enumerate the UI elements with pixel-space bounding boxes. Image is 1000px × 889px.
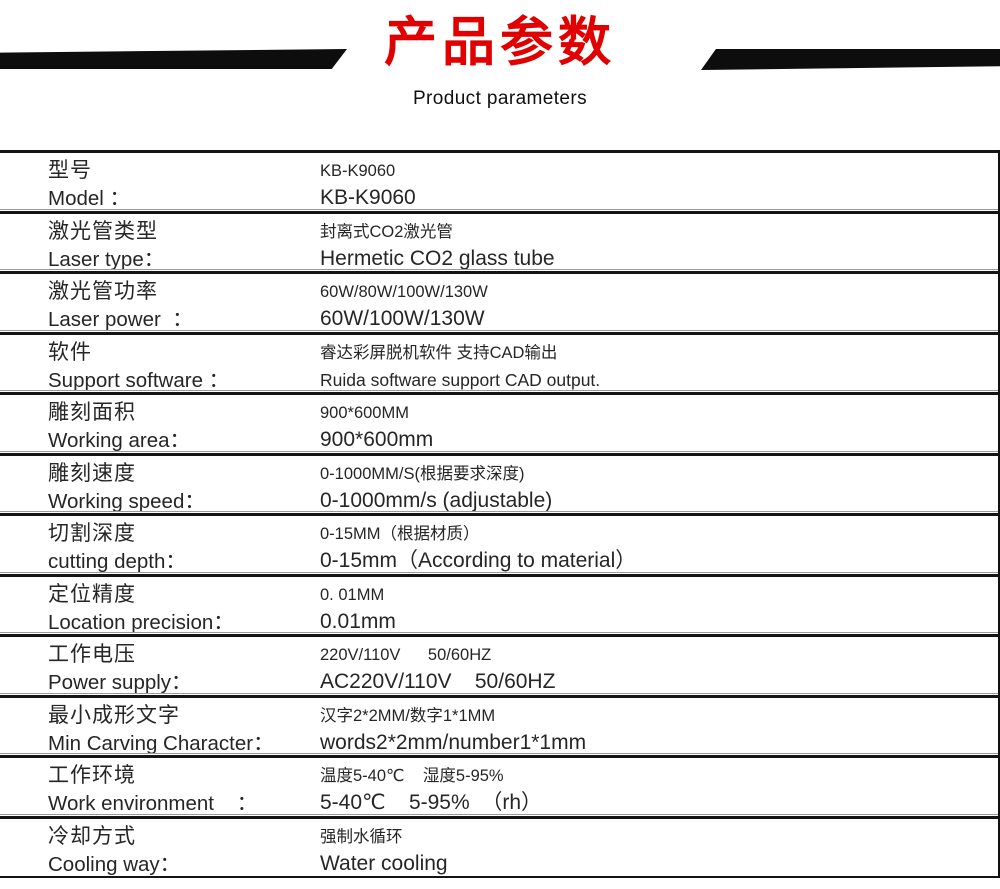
table-row: 激光管功率 Laser power ： 60W/80W/100W/130W 60… (0, 269, 1000, 332)
table-right-border (998, 150, 1000, 877)
row-label-en: Min Carving Character： (48, 731, 274, 755)
row-label-en: Laser power ： (48, 308, 193, 331)
row-label-cell: 最小成形文字 Min Carving Character： (0, 702, 320, 756)
row-label-cn: 冷却方式 (48, 824, 136, 848)
row-value-cell: 0. 01MM 0.01mm (320, 581, 1000, 635)
decor-bar-left (0, 49, 347, 69)
row-value-en: 60W/100W/130W (320, 307, 485, 330)
row-value-en: 0.01mm (320, 609, 396, 633)
row-label-cn: 最小成形文字 (48, 703, 180, 727)
table-row: 定位精度 Location precision： 0. 01MM 0.01mm (0, 571, 1000, 635)
table-row: 工作环境 Work environment ： 温度5-40℃ 湿度5-95% … (0, 753, 1000, 816)
table-row: 雕刻速度 Working speed： 0-1000MM/S(根据要求深度) 0… (0, 450, 1000, 514)
row-label-en: Support software ： (48, 368, 230, 392)
table-row: 工作电压 Power supply： 220V/110V 50/60HZ AC2… (0, 632, 1000, 695)
row-label-en: Work environment ： (48, 792, 258, 815)
page-title: 产品参数 (384, 13, 616, 72)
row-label-en: Cooling way： (48, 852, 181, 876)
row-label-cn: 定位精度 (48, 582, 136, 606)
row-value-cell: 温度5-40℃ 湿度5-95% 5-40℃ 5-95% （rh） (320, 762, 1000, 816)
row-label-cell: 雕刻面积 Working area： (0, 399, 320, 453)
row-label-cn: 工作电压 (48, 643, 136, 666)
row-label-en: Location precision： (48, 610, 234, 634)
row-value-en: Ruida software support CAD output. (320, 369, 601, 390)
header: 产品参数 Product parameters (0, 0, 1000, 150)
row-label-cell: 工作电压 Power supply： (0, 641, 320, 695)
row-label-en: Working speed： (48, 489, 205, 513)
row-label-cn: 雕刻面积 (48, 401, 136, 424)
row-label-cell: 切割深度 cutting depth： (0, 520, 320, 574)
row-value-cell: 220V/110V 50/60HZ AC220V/110V 50/60HZ (320, 641, 1000, 695)
row-value-cn: 睿达彩屏脱机软件 支持CAD输出 (320, 343, 558, 362)
row-value-cn: 0. 01MM (320, 585, 385, 604)
row-value-en: 900*600mm (320, 428, 434, 451)
page-subtitle: Product parameters (412, 88, 588, 109)
table-row: 冷却方式 Cooling way： 强制水循环 Water cooling (0, 813, 1000, 877)
row-value-cn: 温度5-40℃ 湿度5-95% (320, 767, 504, 785)
row-label-cell: 雕刻速度 Working speed： (0, 460, 320, 514)
row-value-en: 5-40℃ 5-95% （rh） (320, 791, 542, 814)
row-value-cell: KB-K9060 KB-K9060 (320, 157, 1000, 211)
row-label-cn: 激光管功率 (48, 280, 158, 303)
table-row: 型号 Model ： KB-K9060 KB-K9060 (0, 150, 1000, 211)
row-label-en: Working area： (48, 429, 191, 452)
row-value-cn: 900*600MM (320, 404, 409, 422)
row-value-cn: 汉字2*2MM/数字1*1MM (320, 706, 496, 725)
row-value-en: 0-1000mm/s (adjustable) (320, 488, 553, 512)
row-value-cn: 强制水循环 (320, 827, 403, 846)
row-label-en: Laser type： (48, 247, 165, 271)
spec-table: 型号 Model ： KB-K9060 KB-K9060 激光管类型 Laser… (0, 150, 1000, 878)
row-value-cn: 封离式CO2激光管 (320, 222, 453, 241)
table-row: 激光管类型 Laser type： 封离式CO2激光管 Hermetic CO2… (0, 208, 1000, 272)
row-value-en: words2*2mm/number1*1mm (320, 730, 587, 754)
row-value-cn: 0-1000MM/S(根据要求深度) (320, 464, 525, 483)
row-value-en: Hermetic CO2 glass tube (320, 246, 555, 270)
row-value-en: Water cooling (320, 851, 448, 875)
row-label-cn: 型号 (48, 159, 92, 182)
row-value-cell: 0-1000MM/S(根据要求深度) 0-1000mm/s (adjustabl… (320, 460, 1000, 514)
row-label-cell: 激光管功率 Laser power ： (0, 278, 320, 332)
row-value-cell: 强制水循环 Water cooling (320, 823, 1000, 877)
row-value-cell: 封离式CO2激光管 Hermetic CO2 glass tube (320, 218, 1000, 272)
row-label-cn: 工作环境 (48, 764, 136, 787)
row-label-cn: 切割深度 (48, 522, 136, 545)
row-label-cell: 软件 Support software ： (0, 339, 320, 393)
row-value-cell: 睿达彩屏脱机软件 支持CAD输出 Ruida software support … (320, 339, 1000, 393)
row-value-cell: 汉字2*2MM/数字1*1MM words2*2mm/number1*1mm (320, 702, 1000, 756)
row-label-cn: 软件 (48, 340, 92, 364)
row-value-cell: 0-15MM（根据材质） 0-15mm（According to materia… (320, 520, 1000, 574)
row-label-cell: 冷却方式 Cooling way： (0, 823, 320, 877)
row-value-en: 0-15mm（According to material） (320, 549, 637, 572)
row-label-cell: 工作环境 Work environment ： (0, 762, 320, 816)
table-row: 切割深度 cutting depth： 0-15MM（根据材质） 0-15mm（… (0, 511, 1000, 574)
row-value-cell: 900*600MM 900*600mm (320, 399, 1000, 453)
row-value-cn: 220V/110V 50/60HZ (320, 646, 492, 664)
row-label-en: Model ： (48, 187, 131, 210)
row-label-en: Power supply： (48, 671, 192, 694)
row-label-cell: 定位精度 Location precision： (0, 581, 320, 635)
table-row: 雕刻面积 Working area： 900*600MM 900*600mm (0, 390, 1000, 453)
table-row: 最小成形文字 Min Carving Character： 汉字2*2MM/数字… (0, 692, 1000, 756)
row-label-en: cutting depth： (48, 550, 186, 573)
row-value-cn: KB-K9060 (320, 162, 396, 180)
row-label-cell: 型号 Model ： (0, 157, 320, 211)
row-value-cn: 0-15MM（根据材质） (320, 525, 480, 543)
row-value-en: AC220V/110V 50/60HZ (320, 670, 556, 693)
row-label-cn: 激光管类型 (48, 219, 158, 243)
table-row: 软件 Support software ： 睿达彩屏脱机软件 支持CAD输出 R… (0, 329, 1000, 393)
row-value-cell: 60W/80W/100W/130W 60W/100W/130W (320, 278, 1000, 332)
row-value-cn: 60W/80W/100W/130W (320, 283, 488, 301)
row-label-cn: 雕刻速度 (48, 461, 136, 485)
row-label-cell: 激光管类型 Laser type： (0, 218, 320, 272)
row-value-en: KB-K9060 (320, 186, 416, 209)
decor-bar-right (701, 49, 1000, 70)
